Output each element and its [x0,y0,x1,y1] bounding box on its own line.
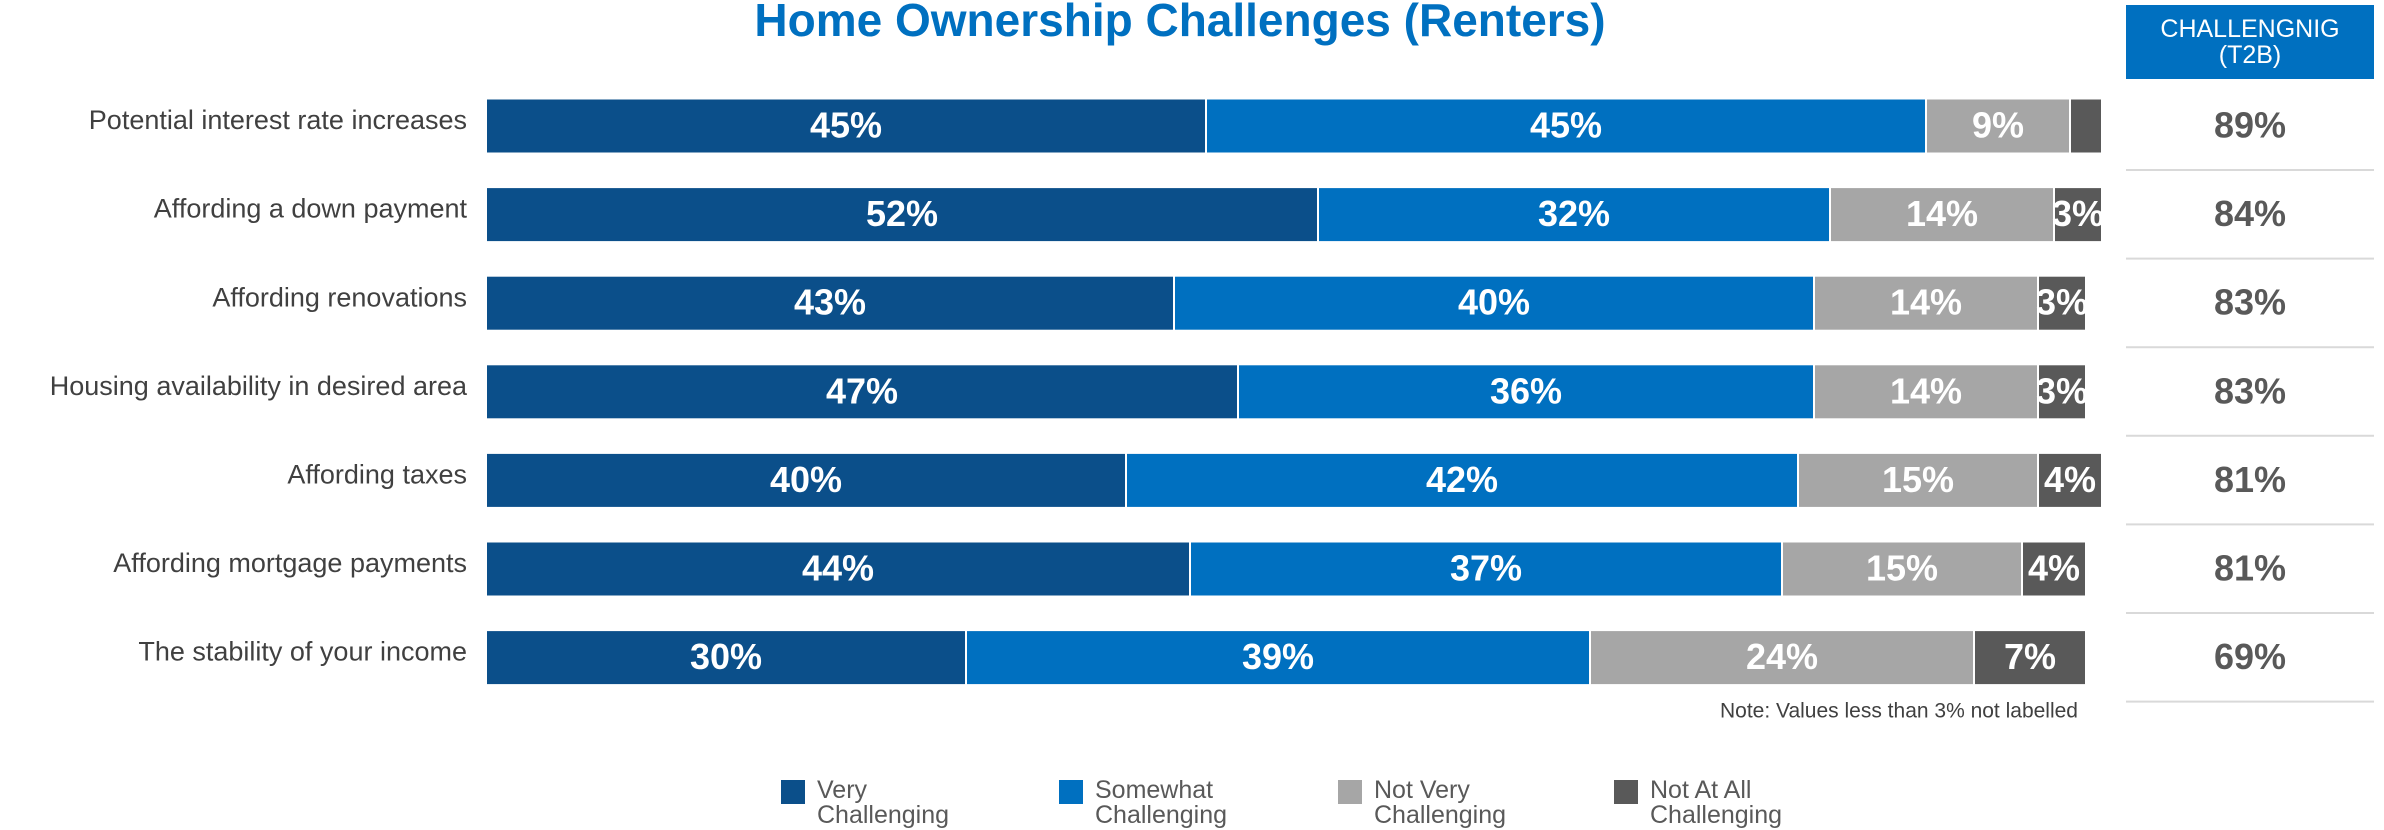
bar-segment [485,363,1239,421]
category-label: Housing availability in desired area [50,371,468,401]
value-label: 3% [2036,282,2088,323]
value-label: 30% [690,636,762,677]
value-label: 24% [1746,636,1818,677]
value-label: 36% [1490,370,1562,411]
bar-segment [485,540,1191,598]
bar-segment [2037,363,2087,421]
legend-item: Not At All Challenging [1614,778,1810,828]
bar-segment [2037,274,2087,332]
bar-segment [1781,540,2023,598]
legend-swatch [781,780,805,804]
t2b-value: 81% [2214,459,2286,500]
bar-segment [1973,629,2087,687]
value-label: 4% [2028,548,2080,589]
category-label: Potential interest rate increases [89,105,467,135]
t2b-header: CHALLENGNIG (T2B) [2126,5,2374,79]
bar-segment [1189,540,1783,598]
value-label: 45% [810,105,882,146]
bar-segment [2053,186,2103,244]
bar-segment [2069,97,2103,155]
legend-swatch [1338,780,1362,804]
legend-label: Somewhat Challenging [1095,776,1228,829]
bar-segment [1925,97,2071,155]
value-label: 47% [826,370,898,411]
value-label: 7% [2004,636,2056,677]
value-label: 52% [866,193,938,234]
legend-item: Not Very Challenging [1338,778,1534,828]
t2b-value: 69% [2214,636,2286,677]
value-label: 3% [2052,193,2104,234]
value-label: 32% [1538,193,1610,234]
category-label: Affording taxes [287,460,467,490]
legend-item: Somewhat Challenging [1059,778,1255,828]
bar-segment [485,629,967,687]
bar-segment [1205,97,1927,155]
legend-swatch [1059,780,1083,804]
legend-swatch [1614,780,1638,804]
legend-label: Very Challenging [817,776,950,829]
bar-segment [1813,363,2039,421]
note: Note: Values less than 3% not labelled [1720,700,2078,723]
bar-segment [1813,274,2039,332]
t2b-value: 84% [2214,193,2286,234]
value-label: 40% [1458,282,1530,323]
value-label: 42% [1426,459,1498,500]
value-label: 4% [2044,459,2096,500]
value-label: 39% [1242,636,1314,677]
value-label: 44% [802,548,874,589]
bar-segment [2037,451,2103,509]
t2b-value: 81% [2214,548,2286,589]
t2b-value: 89% [2214,105,2286,146]
bar-segment [2021,540,2087,598]
value-label: 14% [1890,282,1962,323]
t2b-value: 83% [2214,282,2286,323]
category-label: Affording a down payment [154,194,468,224]
legend-label: Not Very Challenging [1374,776,1507,829]
value-label: 9% [1972,105,2024,146]
category-label: Affording renovations [212,282,467,312]
value-label: 45% [1530,105,1602,146]
bar-segment [1797,451,2039,509]
legend-label: Not At All Challenging [1650,776,1783,829]
value-label: 43% [794,282,866,323]
bar-segment [1589,629,1975,687]
value-label: 40% [770,459,842,500]
bar-segment [1173,274,1815,332]
value-label: 14% [1906,193,1978,234]
category-label: Affording mortgage payments [113,548,467,578]
value-label: 15% [1866,548,1938,589]
value-label: 15% [1882,459,1954,500]
bar-segment [1829,186,2055,244]
t2b-value: 83% [2214,370,2286,411]
legend-item: Very Challenging [781,778,977,828]
bar-segment [1237,363,1815,421]
category-label: The stability of your income [138,637,467,667]
chart-title: Home Ownership Challenges (Renters) [754,0,1605,46]
value-label: 3% [2036,370,2088,411]
bar-segment [485,274,1175,332]
bar-segment [485,97,1207,155]
value-label: 37% [1450,548,1522,589]
value-label: 14% [1890,370,1962,411]
